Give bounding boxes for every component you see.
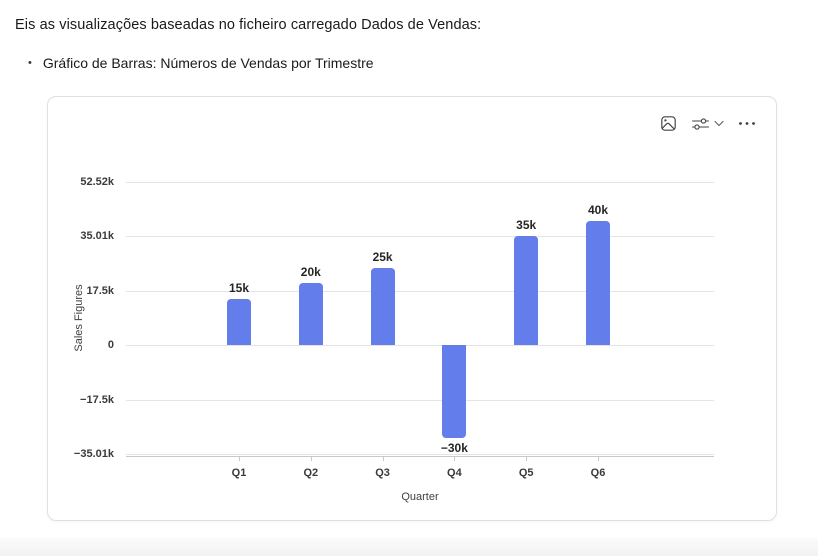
gridline (126, 399, 714, 401)
x-axis-title: Quarter (401, 491, 439, 503)
chart-toolbar (656, 111, 760, 136)
x-axis-tick (526, 457, 528, 461)
x-axis-tick (382, 457, 384, 461)
chevron-down-icon (714, 120, 724, 127)
gridline (126, 236, 714, 238)
bar-q6[interactable] (586, 220, 610, 346)
bullet-item-text: Gráfico de Barras: Números de Vendas por… (42, 55, 374, 71)
x-axis-tick (239, 457, 240, 461)
bar-q2[interactable] (298, 283, 323, 346)
bar-q3[interactable] (370, 267, 395, 346)
x-axis-tick (598, 457, 599, 461)
ellipsis-icon (738, 121, 756, 126)
x-tick-label-q2: Q2 (303, 467, 319, 479)
y-tick-label: 0 (107, 339, 114, 352)
x-tick-label-q3: Q3 (375, 467, 390, 479)
bar-value-label: −30k (440, 441, 468, 456)
bar-q4[interactable] (442, 345, 467, 439)
x-tick-label-q4: Q4 (447, 467, 462, 479)
x-tick-label-q1: Q1 (231, 467, 247, 479)
x-axis-tick (454, 457, 456, 461)
x-tick-label-q6: Q6 (590, 467, 606, 479)
bar-value-label: 25k (372, 249, 393, 264)
more-options-button[interactable] (734, 117, 760, 130)
bar-chart: Sales Figures Quarter 52.52k 35.01k 17.5k 0… (48, 97, 776, 520)
view-as-image-button[interactable] (656, 111, 681, 136)
bar-q1[interactable] (227, 298, 251, 346)
y-tick-label: 52.52k (80, 176, 114, 188)
bullet-marker: • (28, 57, 32, 69)
x-axis-line (126, 456, 714, 457)
y-tick-label: −35.01k (73, 448, 114, 460)
bar-value-label: 35k (516, 218, 537, 233)
bullet-list-item: • Gráfico de Barras: Números de Vendas p… (28, 55, 374, 72)
bar-value-label: 20k (300, 265, 321, 280)
bar-value-label: 15k (228, 280, 250, 295)
gridline (126, 345, 714, 347)
bar-q5[interactable] (514, 236, 539, 346)
y-tick-label: 35.01k (80, 230, 114, 243)
y-tick-label: −17.5k (80, 393, 114, 406)
x-tick-label-q5: Q5 (518, 467, 534, 479)
page-footer-band (0, 538, 818, 556)
bar-value-label: 40k (587, 202, 609, 217)
y-tick-label: 17.5k (86, 284, 114, 297)
chart-options-button[interactable] (687, 112, 728, 136)
gridline (126, 290, 714, 292)
intro-text: Eis as visualizações baseadas no ficheir… (15, 17, 482, 33)
gridline (126, 182, 714, 183)
x-axis-tick (310, 457, 312, 461)
chart-card: Sales Figures Quarter 52.52k 35.01k 17.5k 0… (47, 96, 777, 521)
sliders-icon (691, 116, 710, 132)
gridline (126, 454, 714, 455)
image-icon (660, 115, 677, 132)
